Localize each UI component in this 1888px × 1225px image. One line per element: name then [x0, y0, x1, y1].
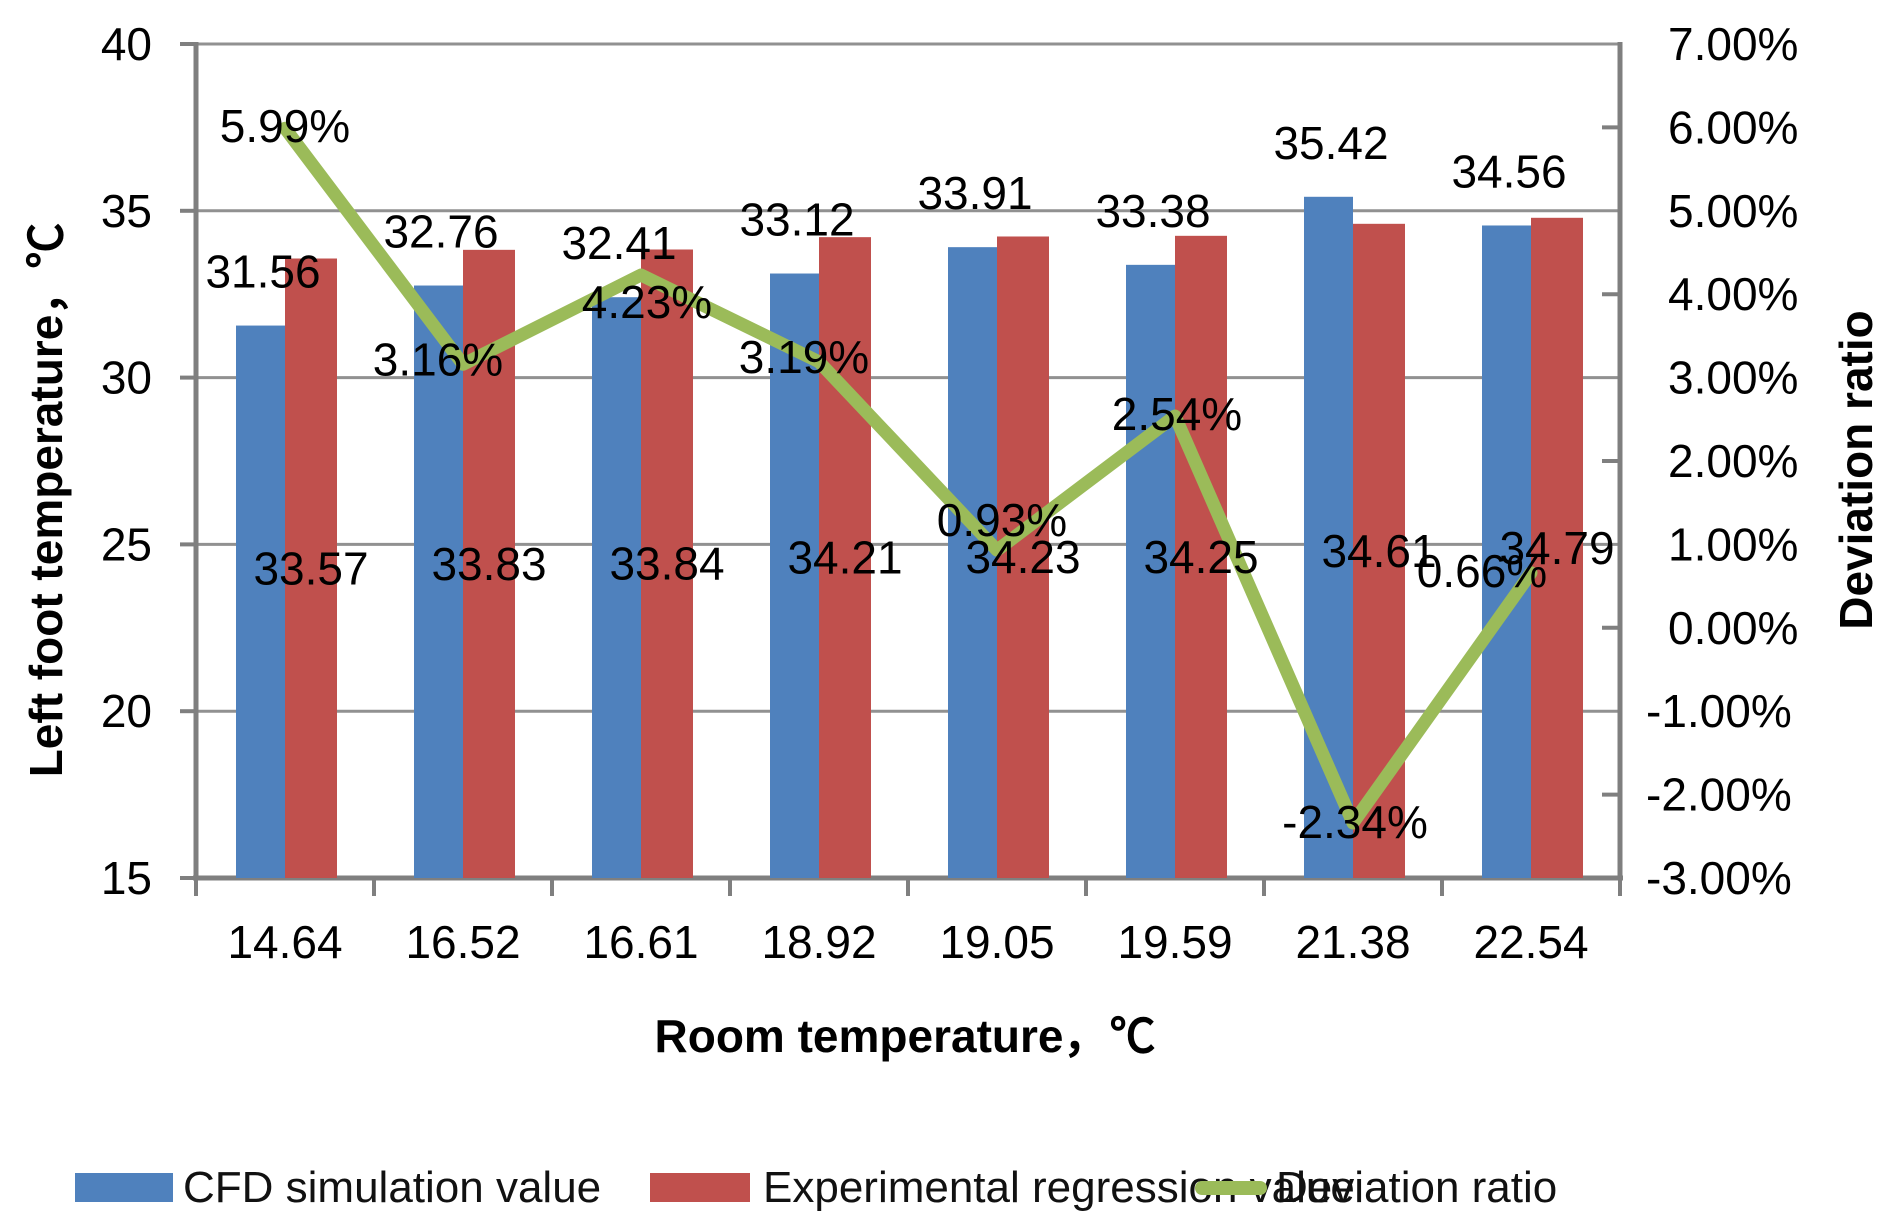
deviation-label-0: 5.99% [220, 100, 350, 152]
deviation-label-3: 3.19% [739, 331, 869, 383]
tick-marks [180, 42, 1622, 896]
regression-label-3: 34.21 [787, 532, 902, 584]
right-axis-title: Deviation ratio [1830, 310, 1882, 630]
deviation-label-1: 3.16% [373, 333, 503, 385]
cfd-bar-2 [592, 297, 641, 878]
right-axis-label-6: 1.00% [1668, 518, 1798, 570]
regression-bar-0 [285, 258, 337, 879]
regression-bar-7 [1531, 217, 1583, 878]
right-axis-label-7: 0.00% [1668, 602, 1798, 654]
cfd-label-1: 32.76 [383, 206, 498, 258]
right-axis-label-2: 5.00% [1668, 185, 1798, 237]
right-axis-label-1: 6.00% [1668, 101, 1798, 153]
cfd-bar-7 [1482, 225, 1531, 878]
cfd-label-2: 32.41 [561, 217, 676, 269]
regression-label-1: 33.83 [431, 538, 546, 590]
chart-legend: CFD simulation value Experimental regres… [0, 1150, 1888, 1220]
cfd-bar-3 [770, 273, 819, 878]
right-axis-label-0: 7.00% [1668, 18, 1798, 70]
regression-label-2: 33.84 [609, 538, 724, 590]
x-axis-label-4: 19.05 [939, 916, 1054, 968]
right-axis-label-3: 4.00% [1668, 268, 1798, 320]
deviation-line-group [278, 121, 1538, 830]
cfd-bar-1 [414, 285, 463, 879]
right-axis-label-5: 2.00% [1668, 435, 1798, 487]
regression-label-7: 34.79 [1499, 522, 1614, 574]
right-axis-label-9: -2.00% [1646, 769, 1792, 821]
regression-label-4: 34.23 [965, 531, 1080, 583]
cfd-bar-4 [948, 247, 997, 878]
cfd-label-3: 33.12 [739, 194, 854, 246]
regression-label-6: 34.61 [1321, 525, 1436, 577]
cfd-series-swatch [75, 1173, 173, 1202]
x-axis-label-6: 21.38 [1295, 916, 1410, 968]
x-axis-label-0: 14.64 [227, 916, 342, 968]
left-axis-label-2: 30 [101, 352, 152, 404]
x-axis-label-3: 18.92 [761, 916, 876, 968]
left-axis-title: Left foot temperature，℃ [20, 223, 72, 778]
regression-bar-5 [1175, 235, 1227, 878]
x-axis-label-1: 16.52 [405, 916, 520, 968]
cfd-label-6: 35.42 [1273, 117, 1388, 169]
legend-label-cfd: CFD simulation value [183, 1163, 602, 1212]
left-axis-label-3: 25 [101, 518, 152, 570]
deviation-line [278, 121, 1538, 830]
deviation-label-4: 0.93% [937, 494, 1067, 546]
right-axis-label-8: -1.00% [1646, 685, 1792, 737]
cfd-label-0: 31.56 [205, 246, 320, 298]
data-labels: 31.56 32.76 32.41 33.12 33.91 33.38 35.42 34.56… [205, 100, 1614, 848]
cfd-label-5: 33.38 [1095, 185, 1210, 237]
axis-tick-labels: 40 35 30 25 20 15 7.00% 6.00% 5.00% 4.00% 3.00% 2.0… [101, 18, 1799, 968]
right-axis-label-4: 3.00% [1668, 352, 1798, 404]
x-axis-label-7: 22.54 [1473, 916, 1588, 968]
left-axis-label-1: 35 [101, 185, 152, 237]
cfd-bar-0 [236, 325, 285, 878]
left-axis-label-0: 40 [101, 18, 152, 70]
x-axis-label-5: 19.59 [1117, 916, 1232, 968]
regression-label-0: 33.57 [253, 542, 368, 594]
cfd-label-4: 33.91 [917, 167, 1032, 219]
regression-bar-3 [819, 237, 871, 878]
cfd-label-7: 34.56 [1451, 145, 1566, 197]
x-axis-label-2: 16.61 [583, 916, 698, 968]
deviation-label-2: 4.23% [582, 276, 712, 328]
deviation-label-7: 0.66% [1417, 545, 1547, 597]
regression-series-swatch [650, 1173, 750, 1202]
deviation-series-line-swatch [1195, 1181, 1267, 1195]
right-axis-label-10: -3.00% [1646, 852, 1792, 904]
deviation-label-5: 2.54% [1112, 388, 1242, 440]
axis-titles: Room temperature，℃ Left foot temperature，… [20, 223, 1882, 1062]
left-axis-label-4: 20 [101, 685, 152, 737]
deviation-label-6: -2.34% [1282, 796, 1428, 848]
cfd-bars [236, 196, 1531, 879]
legend-label-deviation: Deviation ratio [1276, 1163, 1558, 1212]
regression-bar-4 [997, 236, 1049, 879]
x-axis-title: Room temperature，℃ [655, 1010, 1156, 1062]
regression-bar-2 [641, 249, 693, 878]
cfd-bar-5 [1126, 264, 1175, 878]
left-axis-label-5: 15 [101, 852, 152, 904]
regression-label-5: 34.25 [1143, 531, 1258, 583]
